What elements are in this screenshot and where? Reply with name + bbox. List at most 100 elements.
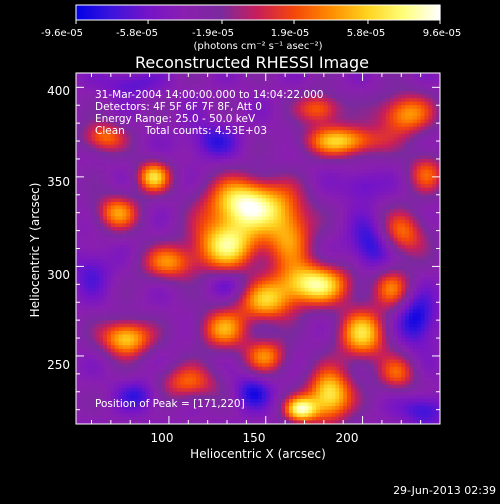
heatmap-cell: [351, 180, 355, 184]
heatmap-cell: [95, 155, 99, 159]
heatmap-cell: [173, 188, 177, 192]
heatmap-cell: [138, 137, 142, 141]
heatmap-cell: [262, 198, 266, 202]
heatmap-cell: [304, 130, 308, 134]
heatmap-cell: [277, 241, 281, 245]
heatmap-cell: [150, 227, 154, 231]
heatmap-cell: [177, 198, 181, 202]
heatmap-cell: [304, 227, 308, 231]
heatmap-cell: [169, 73, 173, 77]
heatmap-cell: [421, 245, 425, 249]
heatmap-cell: [417, 141, 421, 145]
heatmap-cell: [122, 184, 126, 188]
heatmap-cell: [413, 159, 417, 163]
heatmap-cell: [347, 80, 351, 84]
heatmap-cell: [370, 245, 374, 249]
heatmap-cell: [227, 234, 231, 238]
heatmap-cell: [332, 220, 336, 224]
heatmap-cell: [246, 155, 250, 159]
heatmap-cell: [366, 163, 370, 167]
heatmap-cell: [374, 102, 378, 106]
heatmap-cell: [351, 127, 355, 131]
heatmap-cell: [215, 80, 219, 84]
heatmap-cell: [386, 241, 390, 245]
heatmap-cell: [308, 166, 312, 170]
heatmap-cell: [200, 84, 204, 88]
heatmap-cell: [355, 231, 359, 235]
heatmap-cell: [390, 170, 394, 174]
heatmap-cell: [196, 213, 200, 217]
heatmap-cell: [394, 241, 398, 245]
heatmap-cell: [374, 173, 378, 177]
heatmap-cell: [188, 191, 192, 195]
heatmap-cell: [119, 202, 123, 206]
heatmap-cell: [119, 216, 123, 220]
heatmap-cell: [258, 177, 262, 181]
heatmap-cell: [254, 195, 258, 199]
heatmap-cell: [134, 170, 138, 174]
heatmap-cell: [335, 195, 339, 199]
heatmap-cell: [138, 249, 142, 253]
heatmap-cell: [177, 202, 181, 206]
heatmap-cell: [339, 234, 343, 238]
heatmap-cell: [366, 152, 370, 156]
heatmap-cell: [184, 141, 188, 145]
heatmap-cell: [320, 184, 324, 188]
heatmap-cell: [421, 148, 425, 152]
heatmap-cell: [363, 195, 367, 199]
heatmap-cell: [181, 155, 185, 159]
heatmap-cell: [332, 137, 336, 141]
heatmap-cell: [432, 198, 436, 202]
heatmap-cell: [192, 209, 196, 213]
heatmap-cell: [169, 202, 173, 206]
heatmap-cell: [196, 159, 200, 163]
heatmap-cell: [366, 130, 370, 134]
heatmap-cell: [188, 206, 192, 210]
heatmap-cell: [153, 166, 157, 170]
heatmap-cell: [289, 77, 293, 81]
heatmap-cell: [99, 223, 103, 227]
heatmap-cell: [382, 123, 386, 127]
heatmap-cell: [204, 137, 208, 141]
heatmap-cell: [316, 184, 320, 188]
heatmap-cell: [355, 148, 359, 152]
heatmap-cell: [134, 188, 138, 192]
heatmap-cell: [246, 252, 250, 256]
heatmap-cell: [219, 241, 223, 245]
heatmap-cell: [359, 245, 363, 249]
heatmap-cell: [409, 105, 413, 109]
heatmap-cell: [239, 141, 243, 145]
heatmap-cell: [99, 198, 103, 202]
heatmap-cell: [188, 227, 192, 231]
heatmap-cell: [107, 173, 111, 177]
heatmap-cell: [312, 223, 316, 227]
heatmap-cell: [405, 234, 409, 238]
heatmap-cell: [122, 220, 126, 224]
heatmap-cell: [142, 145, 146, 149]
heatmap-cell: [285, 198, 289, 202]
heatmap-cell: [417, 159, 421, 163]
heatmap-cell: [111, 216, 115, 220]
heatmap-cell: [95, 202, 99, 206]
heatmap-cell: [150, 77, 154, 81]
heatmap-cell: [378, 209, 382, 213]
heatmap-cell: [231, 227, 235, 231]
heatmap-cell: [122, 166, 126, 170]
heatmap-cell: [289, 227, 293, 231]
heatmap-cell: [212, 184, 216, 188]
heatmap-cell: [239, 163, 243, 167]
heatmap-cell: [266, 141, 270, 145]
heatmap-cell: [115, 137, 119, 141]
heatmap-cell: [351, 177, 355, 181]
heatmap-cell: [161, 209, 165, 213]
heatmap-cell: [351, 148, 355, 152]
heatmap-cell: [219, 234, 223, 238]
heatmap-cell: [432, 231, 436, 235]
heatmap-cell: [126, 84, 130, 88]
heatmap-cell: [273, 105, 277, 109]
heatmap-cell: [386, 73, 390, 77]
heatmap-cell: [421, 73, 425, 77]
heatmap-cell: [366, 166, 370, 170]
heatmap-cell: [386, 173, 390, 177]
heatmap-cell: [339, 148, 343, 152]
